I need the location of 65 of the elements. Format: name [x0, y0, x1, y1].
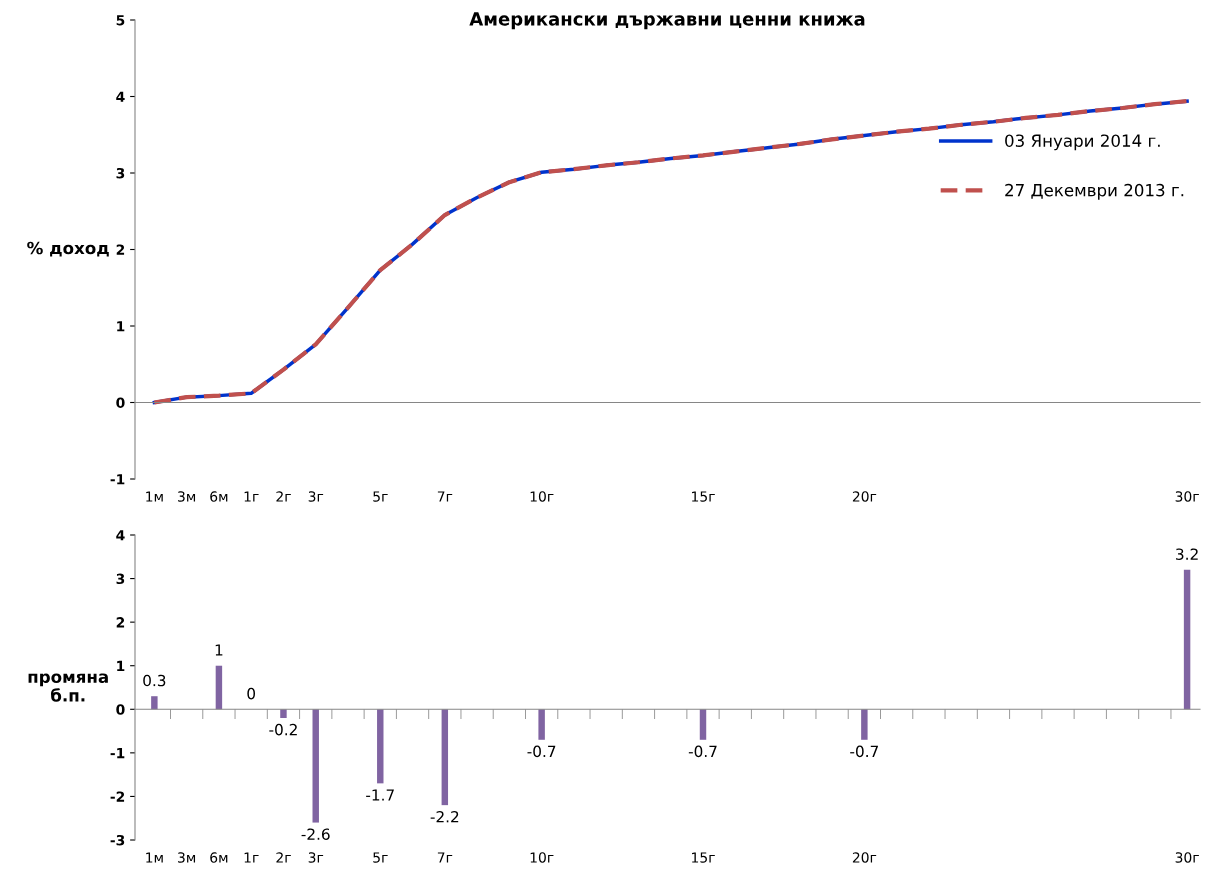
chart-title: Американски държавни ценни книжа	[469, 12, 865, 30]
bar	[151, 696, 158, 710]
x-tick-label: 20г	[852, 852, 877, 863]
x-tick-label: 2г	[276, 491, 291, 502]
x-tick-label: 6м	[210, 491, 228, 502]
y-tick-label: -3	[110, 834, 125, 846]
data-label: -0.2	[269, 723, 297, 736]
y-tick-label: -1	[110, 474, 125, 485]
bar	[312, 709, 319, 823]
data-label: -0.7	[850, 745, 878, 758]
bar	[1183, 569, 1191, 710]
data-label: 0.3	[143, 674, 166, 687]
x-tick-label: 30г	[1175, 491, 1199, 502]
bar	[441, 709, 449, 806]
x-tick-label: 5г	[373, 852, 388, 863]
bar	[699, 709, 707, 740]
y-tick-label: -2	[110, 791, 125, 802]
bar	[861, 709, 868, 740]
legend-label: 27 Декември 2013 г.	[1005, 183, 1184, 200]
y-tick-label: 0	[116, 397, 125, 408]
data-label: -0.7	[688, 745, 717, 758]
x-tick-label: 10г	[530, 491, 554, 502]
x-tick-label: 1г	[244, 852, 259, 863]
x-tick-label: 5г	[373, 491, 388, 502]
x-tick-label: 20г	[852, 491, 877, 502]
data-label: -2.6	[301, 828, 330, 840]
x-tick-label: 1г	[244, 491, 259, 502]
legend-label: 03 Януари 2014 г.	[1005, 134, 1160, 151]
y-tick-label: 1	[117, 660, 125, 671]
bar	[377, 709, 384, 784]
bar	[280, 709, 287, 718]
x-tick-label: 3м	[178, 852, 196, 863]
x-tick-label: 1м	[146, 491, 163, 502]
y-tick-label: 0	[116, 704, 125, 715]
data-label: 0	[247, 687, 256, 700]
bar	[215, 665, 223, 710]
x-tick-label: 3г	[308, 852, 324, 863]
x-tick-label: 7г	[437, 491, 453, 502]
x-tick-label: 6м	[210, 852, 228, 863]
x-tick-label: 30г	[1175, 852, 1199, 863]
data-label: -0.7	[527, 745, 556, 758]
bar	[538, 709, 545, 740]
x-tick-label: 7г	[437, 852, 453, 863]
x-tick-label: 1м	[146, 852, 163, 863]
x-tick-label: 3м	[178, 491, 196, 502]
x-tick-label: 10г	[530, 852, 554, 863]
x-tick-label: 3г	[308, 491, 324, 502]
y-tick-label: -1	[110, 748, 125, 759]
data-label: 1	[215, 644, 223, 656]
y-axis-title: % доход	[27, 241, 109, 257]
x-tick-label: 15г	[692, 852, 715, 863]
y-tick-label: 3	[116, 167, 125, 179]
y-tick-label: 4	[116, 91, 125, 102]
y-tick-label: 2	[116, 617, 125, 628]
y-tick-label: 5	[116, 15, 125, 26]
x-tick-label: 2г	[276, 852, 291, 863]
y-tick-label: 2	[116, 244, 125, 255]
y-axis-title: промяна б.п.	[28, 673, 108, 702]
x-tick-label: 15г	[692, 491, 715, 502]
data-label: -2.2	[430, 810, 459, 823]
y-tick-label: 3	[116, 573, 125, 585]
y-tick-label: 1	[117, 321, 125, 332]
y-tick-label: 4	[116, 530, 125, 541]
data-label: 3.2	[1176, 548, 1198, 560]
data-label: -1.7	[366, 789, 394, 801]
